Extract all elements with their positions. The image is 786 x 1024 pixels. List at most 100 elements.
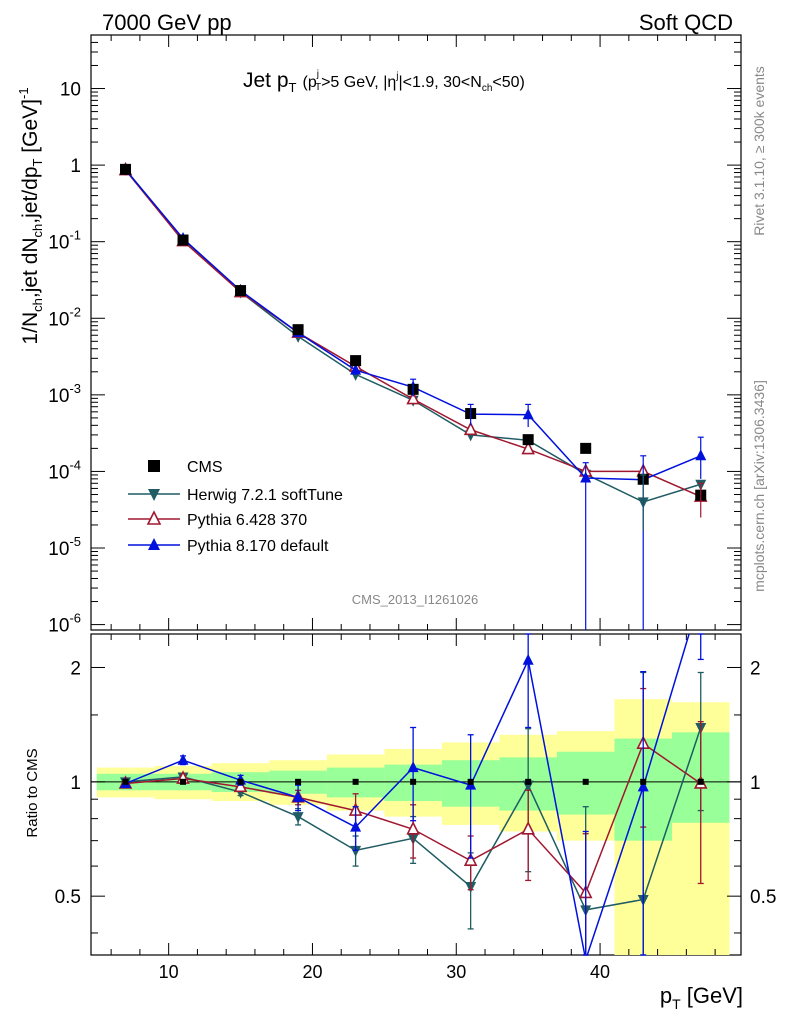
point-ratio-pythia-8-170-default (350, 820, 362, 832)
ylabel-p1: 1/N (19, 312, 42, 345)
ylabel-s3: T (30, 158, 45, 166)
x-tick-label: 30 (446, 962, 466, 982)
header-right: Soft QCD (639, 10, 733, 35)
ylabel-s2: ch (30, 224, 45, 238)
point-ratio-cms (697, 778, 704, 785)
x-tick-label: 40 (590, 962, 610, 982)
point-ratio-pythia-8-170-default (177, 753, 189, 765)
title-cut-end: |<1.9, 30<N (398, 74, 481, 91)
y-tick-label-top: 10-5 (48, 534, 81, 560)
point-ratio-herwig-7-2-1-softtune (292, 812, 304, 824)
ylabel-p3: ,jet/dp (19, 166, 42, 223)
point-ratio-cms (525, 778, 532, 785)
y-tick-label-top: 10 (60, 80, 81, 101)
title-cut-open: (p (302, 74, 316, 91)
point-ratio-cms (237, 778, 244, 785)
legend-marker (146, 510, 162, 525)
xlabel-sub: T (672, 996, 681, 1012)
top-panel-frame (90, 34, 742, 631)
line-top-pythia-6-428-370 (124, 169, 702, 498)
point-ratio-cms (180, 778, 187, 785)
point-ratio-pythia-8-170-default (292, 790, 304, 802)
point-top-pythia-6-428-370 (463, 421, 478, 436)
ylabel-s1: ch (30, 298, 45, 312)
bottom-panel-frame (90, 633, 742, 956)
point-ratio-pythia-8-170-default (522, 653, 534, 665)
y-tick-label-bottom-left: 0.5 (55, 887, 81, 908)
y-tick-label-bottom-right: 2 (750, 658, 761, 679)
uncertainty-bands (91, 699, 741, 955)
title-cut-sup: j (316, 69, 319, 80)
point-ratio-cms (410, 778, 417, 785)
point-ratio-pythia-6-428-370 (463, 852, 478, 866)
point-ratio-cms (467, 778, 474, 785)
point-ratio-cms (640, 778, 647, 785)
legend-marker (148, 489, 160, 501)
ylabel-p4: [GeV] (19, 99, 42, 159)
point-ratio-pythia-6-428-370 (406, 820, 420, 835)
point-top-cms (120, 163, 132, 175)
analysis-id: CMS_2013_I1261026 (352, 592, 479, 607)
y-tick-label-top: 1 (70, 156, 81, 177)
x-axis-label: pT [GeV] (660, 983, 743, 1012)
y-tick-label-bottom-left: 2 (70, 658, 81, 679)
y-tick-label-bottom-left: 1 (70, 773, 81, 794)
point-ratio-cms (295, 778, 302, 785)
xlabel-unit: [GeV] (681, 983, 743, 1008)
legend-label: Pythia 8.170 default (187, 538, 329, 555)
point-ratio-pythia-8-170-default (407, 761, 419, 773)
legend: CMS Herwig 7.2.1 softTune Pythia 6.428 370… (128, 459, 343, 555)
y-tick-label-top: 10-4 (48, 457, 81, 483)
title-cut-mid: >5 GeV, |η (321, 74, 396, 91)
point-top-pythia-8-170-default (350, 363, 362, 375)
title-cut-close: <50) (492, 74, 524, 91)
header-left: 7000 GeV pp (102, 10, 232, 35)
point-top-cms (292, 324, 304, 336)
xlabel-main: p (660, 983, 672, 1008)
series-top (118, 161, 708, 630)
y-tick-label-top: 10-1 (48, 228, 81, 254)
side-mcplots-label: mcplots.cern.ch [arXiv:1306.3436] (751, 380, 767, 592)
y-tick-label-top: 10-6 (48, 611, 81, 637)
y-tick-label-bottom-right: 1 (750, 773, 761, 794)
point-top-cms (522, 434, 534, 446)
x-tick-label: 20 (302, 962, 322, 982)
title-n-sub: ch (482, 83, 493, 94)
y-tick-label-top: 10-3 (48, 381, 81, 407)
ylabel-p2: ,jet dN (19, 237, 42, 298)
y-tick-label-bottom-right: 0.5 (750, 887, 776, 908)
legend-label: CMS (187, 459, 223, 476)
title-eta-sup: j (395, 71, 398, 82)
title-cut-sub: T (315, 82, 321, 93)
point-top-pythia-6-428-370 (521, 440, 535, 455)
y-axis-label-top: 1/Nch,jet dNch,jet/dpT [GeV]-1 (16, 87, 45, 344)
line-top-herwig-7-2-1-softtune (124, 168, 701, 503)
axis-ticks: 10 20 30 40 10 1 10-1 10-2 10-3 10-4 10-5 10-6 2 2 1 1 0… (48, 34, 776, 982)
legend-marker (148, 460, 160, 472)
point-ratio-cms (352, 778, 359, 785)
x-tick-label: 10 (159, 962, 179, 982)
title-main: Jet p (243, 69, 289, 92)
plot-title: Jet pT (pj T>5 GeV, |ηj|<1.9, 30<Nch<50) (243, 69, 525, 95)
ylabel-sup: -1 (16, 87, 31, 99)
series-bottom (118, 633, 708, 956)
y-tick-label-top: 10-2 (48, 304, 81, 330)
legend-marker (148, 538, 160, 550)
title-main-sub: T (289, 80, 297, 95)
legend-label: Pythia 6.428 370 (187, 512, 307, 529)
y-axis-label-bottom: Ratio to CMS (24, 748, 41, 837)
point-ratio-pythia-6-428-370 (233, 778, 248, 793)
point-top-cms (177, 234, 189, 246)
point-ratio-cms (582, 778, 589, 785)
side-rivet-label: Rivet 3.1.10, ≥ 300k events (751, 66, 767, 236)
point-top-cms (580, 442, 592, 454)
point-top-cms (235, 285, 247, 297)
point-top-cms (350, 355, 362, 367)
point-ratio-herwig-7-2-1-softtune (350, 845, 362, 857)
point-ratio-cms (122, 778, 129, 785)
point-ratio-pythia-6-428-370 (521, 820, 535, 835)
point-ratio-pythia-8-170-default (637, 780, 649, 792)
legend-label: Herwig 7.2.1 softTune (187, 487, 343, 504)
line-top-pythia-8-170-default (124, 169, 702, 481)
